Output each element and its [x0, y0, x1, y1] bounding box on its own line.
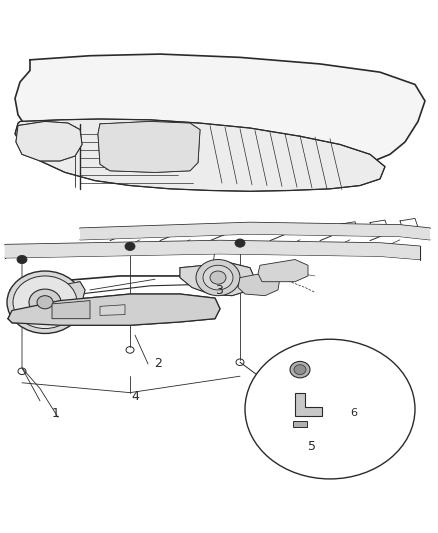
Ellipse shape [125, 243, 135, 251]
Polygon shape [15, 54, 425, 176]
Polygon shape [258, 260, 308, 282]
Polygon shape [15, 119, 385, 191]
Polygon shape [16, 122, 82, 161]
Text: 3: 3 [215, 284, 223, 297]
Text: 6: 6 [350, 408, 357, 418]
Polygon shape [98, 122, 200, 172]
Polygon shape [80, 223, 430, 240]
Polygon shape [5, 240, 420, 260]
Ellipse shape [37, 296, 53, 309]
Text: 4: 4 [131, 390, 139, 403]
Polygon shape [180, 263, 255, 296]
Ellipse shape [13, 276, 77, 328]
Polygon shape [238, 272, 280, 296]
Polygon shape [293, 421, 307, 427]
Ellipse shape [245, 339, 415, 479]
Text: 2: 2 [154, 358, 162, 370]
Polygon shape [295, 393, 322, 416]
Ellipse shape [196, 260, 240, 296]
Ellipse shape [235, 239, 245, 247]
Polygon shape [8, 294, 220, 325]
Polygon shape [52, 301, 90, 319]
Ellipse shape [210, 271, 226, 284]
Ellipse shape [7, 271, 83, 334]
Ellipse shape [294, 365, 306, 375]
Ellipse shape [17, 255, 27, 264]
Ellipse shape [290, 361, 310, 378]
Ellipse shape [203, 265, 233, 290]
Polygon shape [100, 305, 125, 316]
Text: 5: 5 [308, 440, 316, 453]
Text: 1: 1 [52, 407, 60, 419]
Polygon shape [52, 282, 85, 310]
Ellipse shape [29, 289, 61, 316]
